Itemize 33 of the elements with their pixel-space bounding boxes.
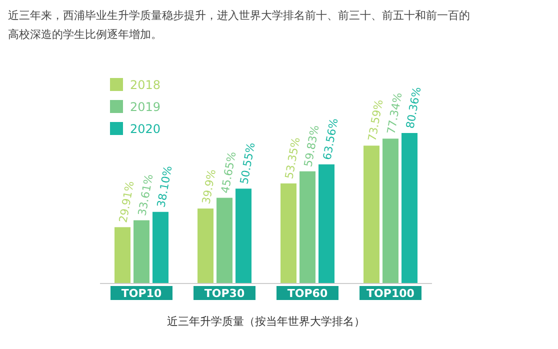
bar	[280, 183, 296, 283]
bar	[114, 227, 130, 283]
data-label: 45.65%	[218, 150, 239, 194]
bar	[318, 164, 334, 283]
data-label: 80.36%	[404, 86, 424, 130]
legend-label: 2020	[130, 122, 161, 136]
bar	[134, 220, 150, 283]
chart-title: 近三年来，西浦毕业生升学质量稳步提升，进入世界大学排名前十、前三十、前五十和前一百的高校深造的学生比例逐年增加。	[8, 8, 471, 43]
bar	[216, 198, 232, 283]
data-label: 33.61%	[136, 173, 156, 217]
legend-label: 2019	[130, 100, 161, 114]
bar	[402, 133, 418, 283]
x-tick-label: TOP10	[121, 287, 162, 300]
data-label: 73.59%	[366, 98, 386, 142]
data-label: 50.55%	[238, 142, 258, 186]
x-axis-title: 近三年升学质量（按当年世界大学排名）	[167, 315, 365, 328]
bar	[236, 188, 252, 283]
data-label: 77.34%	[384, 92, 405, 136]
data-label: 59.83%	[302, 124, 322, 168]
data-label: 63.56%	[320, 117, 341, 161]
data-label: 53.35%	[282, 136, 303, 180]
x-tick-label: TOP30	[204, 287, 245, 300]
bar	[300, 171, 316, 283]
bar	[152, 212, 168, 283]
data-label: 29.91%	[116, 180, 137, 224]
bar	[382, 138, 398, 283]
bar	[198, 208, 214, 283]
data-label: 38.10%	[154, 164, 175, 208]
data-label: 39.9%	[200, 168, 219, 206]
bar	[364, 146, 380, 283]
x-tick-label: TOP60	[287, 287, 328, 300]
legend-label: 2018	[130, 78, 161, 92]
x-tick-label: TOP100	[366, 287, 415, 300]
